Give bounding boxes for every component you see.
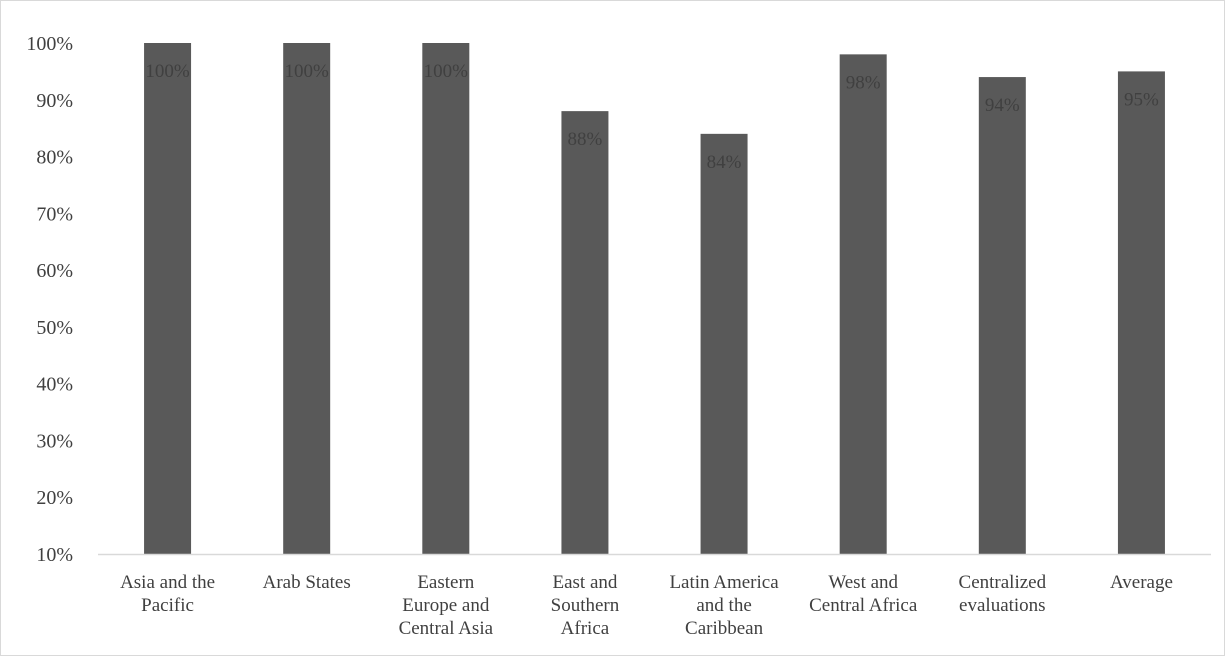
data-label: 94% (985, 95, 1020, 116)
x-axis-categories: Asia and the Pacific Arab States Eastern Eur… (120, 572, 1173, 639)
data-label: 98% (846, 72, 881, 93)
x-category-label: Centralized evaluations (959, 572, 1047, 616)
x-category-label: Eastern Europe and Central Asia (399, 572, 494, 639)
data-label: 100% (424, 61, 469, 82)
y-tick-label: 50% (36, 317, 73, 339)
x-category-label: Average (1110, 572, 1173, 593)
y-tick-label: 30% (36, 430, 73, 452)
y-axis-ticks: 10% 20% 30% 40% 50% 60% 70% 80% 90% 100% (26, 33, 73, 566)
data-label: 84% (707, 152, 742, 173)
x-category-label: Arab States (263, 572, 351, 593)
bar (1117, 71, 1165, 554)
bar (144, 43, 192, 554)
data-label: 100% (145, 61, 190, 82)
y-tick-label: 60% (36, 260, 73, 282)
y-tick-label: 20% (36, 487, 73, 509)
y-tick-label: 40% (36, 374, 73, 396)
data-label: 88% (568, 129, 603, 150)
data-labels: 100% 100% 100% 88% 84% 98% 94% 95% (145, 61, 1159, 173)
bars (144, 43, 1165, 555)
bar (839, 54, 887, 554)
y-tick-label: 10% (36, 544, 73, 566)
bar (422, 43, 470, 554)
x-category-label: East and Southern Africa (551, 572, 620, 639)
bar (561, 111, 609, 554)
bar (978, 77, 1026, 555)
y-tick-label: 70% (36, 203, 73, 225)
data-label: 95% (1124, 89, 1159, 110)
y-tick-label: 80% (36, 147, 73, 169)
bar (700, 133, 748, 554)
x-category-label: West and Central Africa (809, 572, 918, 616)
y-tick-label: 100% (26, 33, 73, 55)
x-category-label: Asia and the Pacific (120, 572, 215, 616)
x-category-label: Latin America and the Caribbean (669, 572, 779, 639)
y-tick-label: 90% (36, 90, 73, 112)
data-label: 100% (285, 61, 330, 82)
bar (283, 43, 331, 554)
